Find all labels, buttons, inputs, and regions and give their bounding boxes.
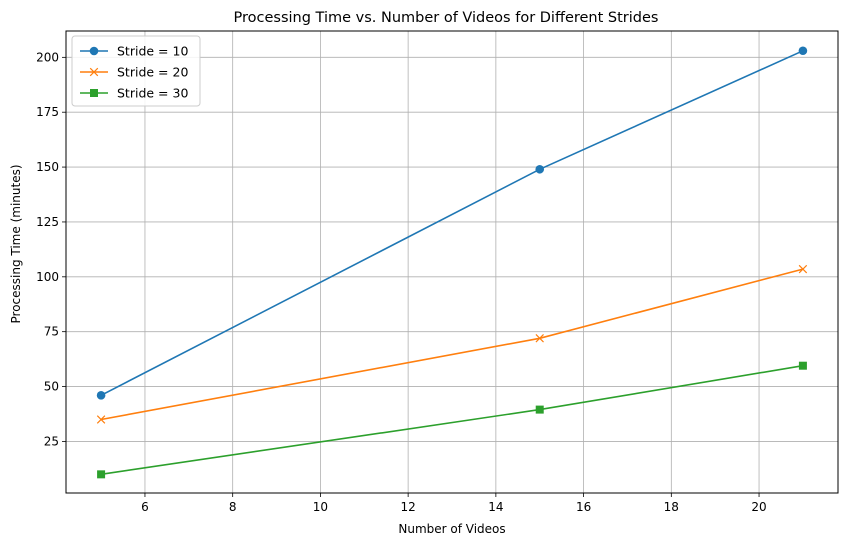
series-1: [96, 46, 808, 400]
legend-label: Stride = 10: [117, 44, 188, 59]
data-point: [798, 46, 808, 56]
x-axis-label: Number of Videos: [398, 522, 505, 536]
legend-label: Stride = 30: [117, 86, 188, 101]
data-point: [798, 264, 808, 274]
legend-label: Stride = 20: [117, 65, 188, 80]
x-tick-label: 8: [229, 500, 237, 514]
data-point: [798, 361, 807, 370]
legend-marker: [89, 46, 99, 56]
x-tick-label: 12: [400, 500, 415, 514]
y-tick-label: 175: [36, 105, 59, 119]
legend-marker: [89, 67, 99, 77]
y-tick-label: 75: [44, 325, 59, 339]
legend-item: Stride = 30: [80, 86, 188, 101]
x-tick-label: 14: [488, 500, 503, 514]
series-lines: [96, 46, 808, 479]
y-tick-label: 25: [44, 434, 59, 448]
legend-item: Stride = 20: [80, 65, 188, 80]
legend-box: [71, 35, 201, 107]
data-point: [96, 415, 106, 424]
y-tick-label: 125: [36, 215, 59, 229]
data-point: [97, 470, 106, 479]
data-point: [535, 334, 544, 343]
x-tick-label: 16: [576, 500, 591, 514]
y-tick-label: 100: [36, 270, 59, 284]
data-point: [96, 391, 106, 400]
axis-ticks: 6 8 10 12 14 16 18 20 25 50 75 100 125 150 175 200: [36, 50, 767, 514]
series-line: [100, 364, 804, 476]
series-2: [96, 264, 808, 424]
chart-title: Processing Time vs. Number of Videos for…: [234, 10, 659, 26]
plot-area-frame: [65, 30, 839, 494]
y-tick-label: 150: [36, 160, 59, 174]
x-tick-label: 20: [751, 500, 766, 514]
series-line: [100, 268, 804, 421]
legend-marker: [90, 89, 98, 97]
series-3: [97, 361, 807, 479]
y-tick-label: 50: [44, 380, 59, 394]
data-point: [535, 405, 544, 414]
legend-item: Stride = 10: [80, 44, 188, 59]
grid: [66, 31, 838, 493]
x-tick-label: 6: [141, 500, 149, 514]
legend: Stride = 10 Stride = 20 Stride = 30: [71, 35, 201, 107]
x-tick-label: 18: [664, 500, 679, 514]
y-axis-label: Processing Time (minutes): [9, 164, 23, 323]
x-tick-label: 10: [313, 500, 328, 514]
data-point: [535, 164, 545, 174]
series-line: [100, 50, 804, 397]
y-tick-label: 200: [36, 50, 59, 64]
